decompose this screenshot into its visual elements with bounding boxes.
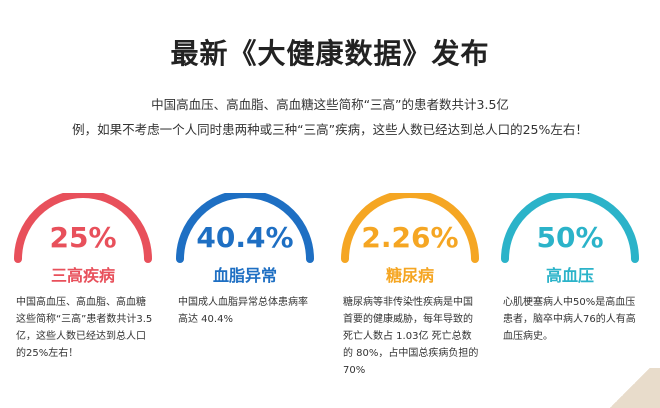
- intro-text-line1: 中国高血压、高血脂、高血糖这些简称“三高”的患者数共计3.5亿: [151, 97, 509, 112]
- stat-percent: 2.26%: [361, 221, 459, 254]
- stat-card-diabetes: 2.26% 糖尿病 糖尿病等非传染性疾病是中国首要的健康威胁，每年导致的死亡人数…: [335, 193, 485, 403]
- stat-percent: 50%: [536, 221, 604, 254]
- stat-label: 三高疾病: [50, 266, 115, 285]
- stat-description: 中国成人血脂异常总体患病率高达 40.4%: [178, 297, 308, 325]
- stat-description: 糖尿病等非传染性疾病是中国首要的健康威胁，每年导致的死亡人数占 1.03亿 死亡…: [343, 297, 482, 376]
- stat-card-dyslipidemia: 40.4% 血脂异常 中国成人血脂异常总体患病率高达 40.4%: [170, 193, 320, 403]
- stat-card-three-highs: 25% 三高疾病 中国高血压、高血脂、高血糖这些简称“三高”患者数共计3.5亿，…: [8, 193, 158, 403]
- stat-label: 血脂异常: [212, 266, 277, 285]
- page-curl-decoration: [600, 368, 660, 408]
- intro-text-line2: 例，如果不考虑一个人同时患两种或三种“三高”疾病，这些人数已经达到总人口的25%…: [72, 122, 588, 137]
- arc-decoration-icon: [501, 193, 639, 263]
- stat-percent: 25%: [49, 221, 117, 254]
- arc-decoration-icon: [341, 193, 479, 263]
- page-title: 最新《大健康数据》发布: [170, 37, 490, 70]
- stat-percent: 40.4%: [196, 221, 294, 254]
- stat-description: 中国高血压、高血脂、高血糖这些简称“三高”患者数共计3.5亿，这些人数已经达到总…: [16, 297, 153, 359]
- arc-decoration-icon: [14, 193, 152, 263]
- stat-label: 高血压: [545, 266, 594, 285]
- stat-label: 糖尿病: [385, 266, 434, 285]
- stat-description: 心肌梗塞病人中50%是高血压患者，脑卒中病人76的人有高血压病史。: [503, 297, 636, 342]
- arc-decoration-icon: [176, 193, 314, 263]
- stat-card-hypertension: 50% 高血压 心肌梗塞病人中50%是高血压患者，脑卒中病人76的人有高血压病史…: [495, 193, 645, 403]
